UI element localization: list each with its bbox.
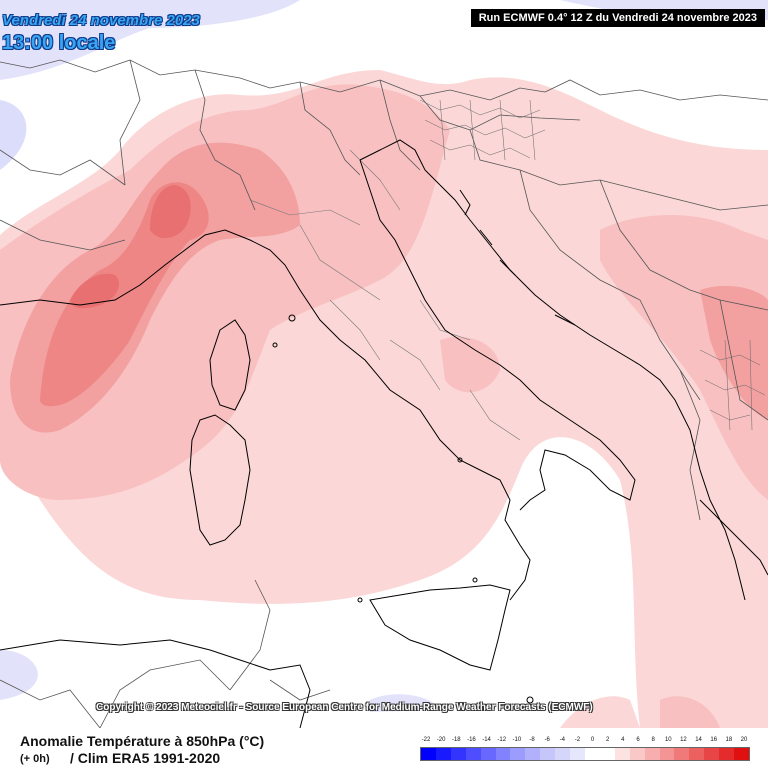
legend-label: -4 — [559, 737, 565, 743]
climatology-label: / Clim ERA5 1991-2020 — [70, 750, 221, 766]
legend-swatch — [659, 748, 675, 760]
legend-label: -6 — [544, 737, 550, 743]
legend-label: 20 — [740, 737, 748, 743]
legend-swatch — [570, 748, 585, 760]
legend-label: 0 — [590, 737, 595, 743]
legend-label: 8 — [651, 737, 655, 743]
slovenia-border-mesh — [419, 99, 766, 431]
forecast-date: Vendredi 24 novembre 2023 — [2, 12, 200, 29]
legend-label: -10 — [512, 737, 522, 743]
legend-label: -12 — [497, 737, 507, 743]
legend-swatch — [629, 748, 645, 760]
legend-label: 6 — [636, 737, 640, 743]
color-scale-legend: -22 -20 -18 -16 -14 -12 -10 -8 -6 -4 -2 0 2 4 6 8 10 12 14… — [420, 737, 750, 765]
legend-label: -16 — [467, 737, 476, 743]
legend-label: 4 — [621, 737, 625, 743]
legend-swatch — [644, 748, 660, 760]
legend-swatch — [674, 748, 690, 760]
legend-swatch — [540, 748, 556, 760]
model-run-label: Run ECMWF 0.4° 12 Z du Vendredi 24 novem… — [470, 9, 765, 27]
legend-swatch — [435, 748, 451, 760]
lead-time: (+ 0h) — [20, 753, 50, 765]
country-borders — [0, 59, 768, 728]
legend-swatch — [599, 748, 615, 760]
legend-label: -8 — [529, 737, 535, 743]
legend-swatch — [450, 748, 466, 760]
field-title: Anomalie Température à 850hPa (°C) — [20, 733, 265, 749]
legend-label: 16 — [710, 737, 718, 743]
legend-label: 18 — [725, 737, 733, 743]
coastlines — [0, 139, 768, 728]
legend-label: -22 — [421, 737, 431, 743]
forecast-time: 13:00 locale — [2, 32, 116, 54]
legend-swatch — [510, 748, 526, 760]
legend-swatch — [734, 748, 749, 760]
legend-swatch — [525, 748, 541, 760]
legend-swatch — [555, 748, 571, 760]
legend-label: 10 — [664, 737, 672, 743]
footer: Anomalie Température à 850hPa (°C) (+ 0h… — [0, 728, 768, 768]
legend-swatch — [689, 748, 705, 760]
legend-swatch — [719, 748, 735, 760]
legend-label: -20 — [436, 737, 446, 743]
legend-label: -2 — [574, 737, 581, 743]
legend-swatch — [704, 748, 720, 760]
temperature-anomaly-map — [0, 0, 768, 728]
anomaly-plus-10-area — [70, 185, 191, 309]
legend-label: 12 — [680, 737, 687, 743]
legend-label: 14 — [695, 737, 702, 743]
legend-swatch — [465, 748, 481, 760]
legend-swatch — [614, 748, 630, 760]
legend-label: 2 — [606, 737, 610, 743]
legend-swatch — [495, 748, 511, 760]
legend-swatch — [421, 748, 436, 760]
legend-swatch — [480, 748, 496, 760]
legend-swatch — [584, 748, 600, 760]
legend-label: -18 — [451, 737, 461, 743]
legend-label: -14 — [482, 737, 491, 743]
regional-borders — [249, 149, 521, 441]
copyright-text: Copyright © 2023 Meteociel.fr - Source E… — [96, 702, 593, 713]
